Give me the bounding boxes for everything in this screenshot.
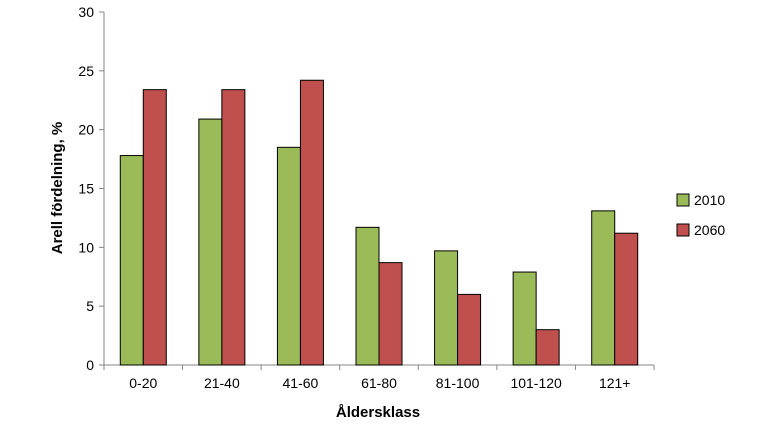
bar-2010-21-40 (198, 118, 223, 366)
x-tick-label: 0-20 (129, 375, 157, 391)
legend-label: 2010 (694, 192, 725, 208)
bar-2010-121+ (591, 210, 616, 366)
bar-2010-101-120 (512, 271, 537, 366)
y-axis-title: Arell fördelning, % (49, 122, 66, 255)
legend-swatch-2060 (676, 223, 690, 237)
x-tick-label: 121+ (599, 375, 631, 391)
y-axis: 0 5 10 15 20 25 30 (78, 4, 105, 373)
bar-2060-0-20 (142, 89, 167, 366)
bar-2060-41-60 (299, 79, 324, 366)
x-axis-title: Åldersklass (336, 404, 420, 421)
bar-2060-61-80 (378, 262, 403, 366)
y-tick-label: 20 (78, 122, 94, 138)
x-tick-label: 101-120 (510, 375, 562, 391)
legend-swatch-2010 (676, 193, 690, 207)
bar-2060-81-100 (457, 293, 482, 366)
y-tick-label: 30 (78, 4, 94, 20)
x-tick-label: 21-40 (204, 375, 240, 391)
y-tick-label: 15 (78, 181, 94, 197)
bar-2010-81-100 (434, 250, 459, 366)
bar-2060-21-40 (221, 89, 246, 366)
legend-label: 2060 (694, 222, 725, 238)
x-tick-label: 41-60 (283, 375, 319, 391)
y-tick-label: 25 (78, 63, 94, 79)
bar-2060-101-120 (535, 329, 560, 366)
bar-2060-121+ (614, 232, 639, 366)
y-tick-label: 0 (86, 357, 94, 373)
x-axis: 0-20 21-40 41-60 61-80 81-100 101-120 121+ (103, 364, 655, 391)
bars (119, 79, 639, 366)
bar-2010-0-20 (119, 155, 144, 366)
bar-2010-61-80 (355, 226, 380, 366)
x-tick-label: 61-80 (361, 375, 397, 391)
y-tick-label: 10 (78, 239, 94, 255)
bar-2010-41-60 (276, 146, 301, 366)
legend: 2010 2060 (676, 192, 725, 238)
x-tick-label: 81-100 (436, 375, 480, 391)
y-tick-label: 5 (86, 298, 94, 314)
